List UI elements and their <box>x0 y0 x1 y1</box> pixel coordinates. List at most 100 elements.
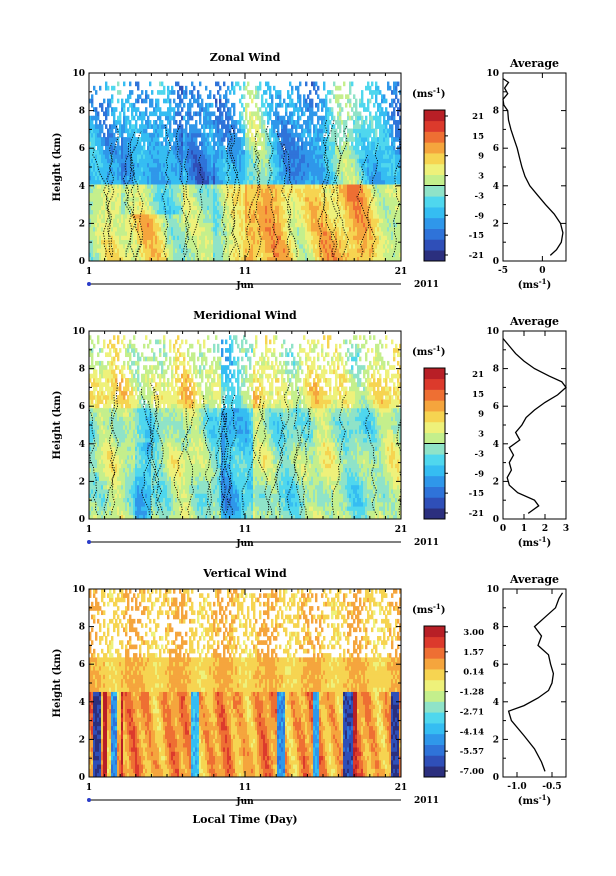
heatmap-cell <box>297 239 300 245</box>
heatmap-cell <box>267 235 270 241</box>
heatmap-cell <box>119 222 122 228</box>
heatmap-cell <box>229 248 232 253</box>
heatmap-cell <box>353 248 356 253</box>
heatmap-cell <box>203 239 206 245</box>
heatmap-cell <box>203 192 206 198</box>
heatmap-cell <box>123 145 126 151</box>
heatmap-cell <box>201 218 204 223</box>
heatmap-cell <box>171 196 174 202</box>
heatmap-cell <box>159 226 162 232</box>
heatmap-cell <box>209 218 212 223</box>
heatmap-cell <box>315 226 318 232</box>
heatmap-cell <box>265 128 268 134</box>
heatmap-cell <box>155 145 158 151</box>
heatmap-cell <box>325 111 328 117</box>
heatmap-cell <box>197 231 200 236</box>
heatmap-cell <box>347 137 350 142</box>
heatmap-cell <box>199 158 202 164</box>
heatmap-cell <box>259 124 262 129</box>
heatmap-cell <box>191 175 194 181</box>
heatmap-cell <box>293 239 296 245</box>
heatmap-cell <box>243 218 246 223</box>
heatmap-cell <box>309 252 312 258</box>
heatmap-cell <box>181 132 184 138</box>
heatmap-cell <box>117 231 120 236</box>
heatmap-cell <box>297 137 300 142</box>
heatmap-cell <box>189 137 192 142</box>
heatmap-cell <box>347 226 350 232</box>
heatmap-cell <box>119 158 122 164</box>
heatmap-cell <box>303 248 306 253</box>
heatmap-cell <box>361 252 364 258</box>
heatmap-cell <box>287 162 290 168</box>
heatmap-cell <box>289 154 292 159</box>
heatmap-cell <box>247 128 250 134</box>
heatmap-cell <box>305 102 308 108</box>
heatmap-cell <box>279 231 282 236</box>
heatmap-cell <box>95 205 98 211</box>
heatmap-cell <box>153 171 156 176</box>
heatmap-cell <box>133 158 136 164</box>
heatmap-cell <box>225 226 228 232</box>
heatmap-cell <box>141 248 144 253</box>
heatmap-cell <box>221 145 224 151</box>
heatmap-cell <box>283 171 286 176</box>
heatmap-cell <box>301 192 304 198</box>
heatmap-cell <box>125 149 128 155</box>
heatmap-cell <box>193 239 196 245</box>
heatmap-cell <box>287 179 290 185</box>
heatmap-cell <box>299 102 302 108</box>
heatmap-cell <box>101 248 104 253</box>
heatmap-cell <box>253 209 256 215</box>
heatmap-cell <box>267 252 270 258</box>
heatmap-cell <box>225 158 228 164</box>
heatmap-cell <box>249 205 252 211</box>
heatmap-cell <box>299 184 302 189</box>
heatmap-cell <box>91 218 94 223</box>
heatmap-cell <box>155 209 158 215</box>
heatmap-cell <box>277 222 280 228</box>
heatmap-cell <box>325 192 328 198</box>
heatmap-cell <box>137 222 140 228</box>
heatmap-cell <box>91 171 94 176</box>
heatmap-cell <box>201 162 204 168</box>
heatmap-cell <box>295 188 298 194</box>
heatmap-cell <box>147 179 150 185</box>
heatmap-cell <box>319 256 322 261</box>
heatmap-cell <box>103 179 106 185</box>
heatmap-cell <box>145 239 148 245</box>
heatmap-cell <box>107 218 110 223</box>
heatmap-cell <box>159 179 162 185</box>
heatmap-cell <box>273 132 276 138</box>
heatmap-cell <box>161 222 164 228</box>
heatmap-cell <box>335 192 338 198</box>
heatmap-cell <box>181 252 184 258</box>
heatmap-cell <box>123 154 126 159</box>
heatmap-cell <box>107 132 110 138</box>
heatmap-cell <box>107 167 110 172</box>
heatmap-cell <box>193 128 196 134</box>
heatmap-cell <box>367 141 370 147</box>
heatmap-cell <box>353 239 356 245</box>
heatmap-cell <box>121 167 124 172</box>
heatmap-cell <box>259 218 262 223</box>
heatmap-cell <box>241 115 244 121</box>
heatmap-cell <box>231 85 234 91</box>
heatmap-cell <box>193 226 196 232</box>
heatmap-cell <box>201 192 204 198</box>
heatmap-cell <box>333 214 336 219</box>
heatmap-cell <box>223 124 226 129</box>
heatmap-cell <box>205 111 208 117</box>
heatmap-cell <box>181 85 184 91</box>
heatmap-cell <box>343 179 346 185</box>
heatmap-cell <box>181 201 184 206</box>
heatmap-cell <box>219 252 222 258</box>
heatmap-cell <box>195 145 198 151</box>
heatmap-cell <box>365 235 368 241</box>
heatmap-cell <box>129 196 132 202</box>
heatmap-cell <box>291 98 294 104</box>
heatmap-cell <box>215 205 218 211</box>
heatmap-cell <box>331 184 334 189</box>
heatmap-cell <box>205 222 208 228</box>
heatmap-cell <box>295 128 298 134</box>
